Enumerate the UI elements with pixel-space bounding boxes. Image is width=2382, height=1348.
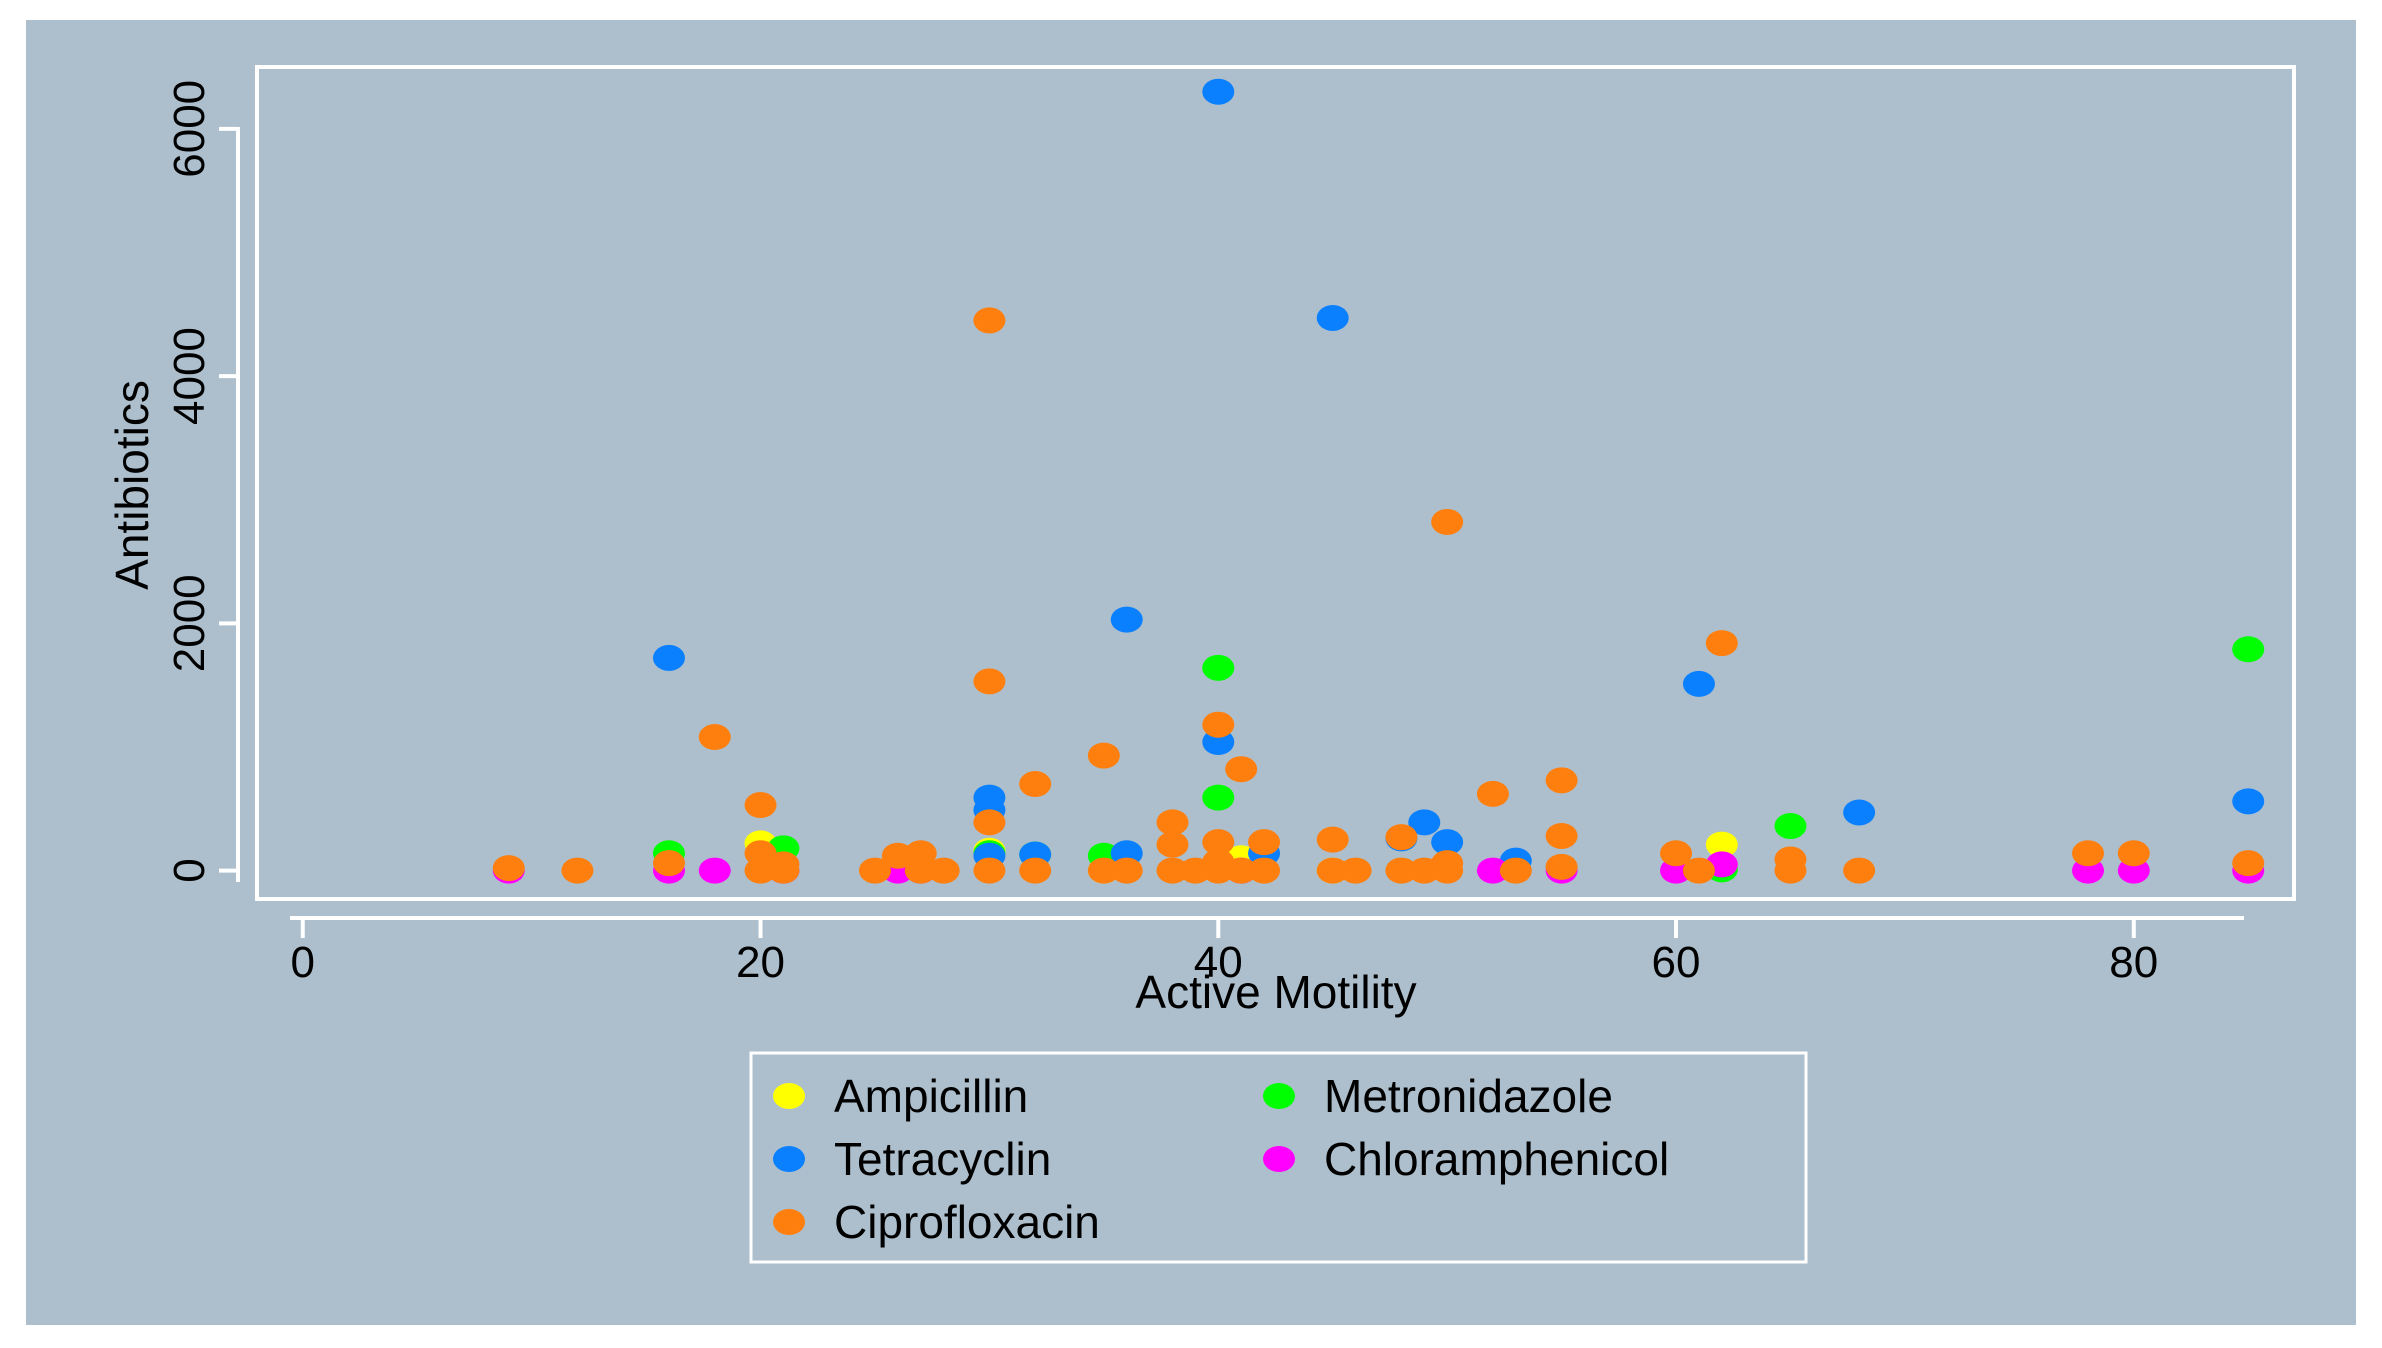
point-ciprofloxacin xyxy=(1705,630,1738,657)
point-ciprofloxacin xyxy=(1248,857,1281,884)
x-tick-label: 60 xyxy=(1652,938,1701,987)
point-ampicillin xyxy=(1705,831,1738,858)
point-ciprofloxacin xyxy=(698,724,731,751)
point-ciprofloxacin xyxy=(1019,771,1052,798)
point-ciprofloxacin xyxy=(1225,857,1258,884)
point-tetracyclin xyxy=(2232,788,2265,815)
point-ciprofloxacin xyxy=(1316,826,1349,853)
point-ciprofloxacin xyxy=(1843,857,1876,884)
point-ciprofloxacin xyxy=(1476,780,1509,807)
point-ciprofloxacin xyxy=(1774,857,1807,884)
point-ciprofloxacin xyxy=(1225,756,1258,783)
point-ciprofloxacin xyxy=(492,855,525,882)
point-ciprofloxacin xyxy=(1545,853,1578,880)
point-ciprofloxacin xyxy=(1660,840,1693,867)
point-metronidazole xyxy=(1202,654,1235,681)
y-tick-label: 4000 xyxy=(165,327,214,425)
legend-label-ciprofloxacin: Ciprofloxacin xyxy=(834,1196,1100,1248)
point-tetracyclin xyxy=(1408,809,1441,836)
y-tick-label: 0 xyxy=(165,858,214,882)
legend-label-chloramphenicol: Chloramphenicol xyxy=(1324,1133,1669,1185)
point-ciprofloxacin xyxy=(973,857,1006,884)
point-ciprofloxacin xyxy=(1156,857,1189,884)
point-tetracyclin xyxy=(1316,304,1349,331)
chart-panel: 0 2000 4000 6000 0 20 40 60 80 Active Motility … xyxy=(26,20,2356,1325)
legend-marker-ampicillin xyxy=(773,1083,805,1109)
point-ciprofloxacin xyxy=(1156,809,1189,836)
point-ciprofloxacin xyxy=(1385,857,1418,884)
legend-label-metronidazole: Metronidazole xyxy=(1324,1070,1613,1122)
point-ciprofloxacin xyxy=(1156,831,1189,858)
legend-frame xyxy=(749,1051,1808,1264)
x-tick-label: 40 xyxy=(1194,938,1243,987)
point-ciprofloxacin xyxy=(973,668,1006,695)
point-ciprofloxacin xyxy=(561,857,594,884)
point-ciprofloxacin xyxy=(744,792,777,819)
x-tick-label: 0 xyxy=(291,938,315,987)
point-ciprofloxacin xyxy=(1202,711,1235,738)
legend-label-ampicillin: Ampicillin xyxy=(834,1070,1028,1122)
point-ciprofloxacin xyxy=(767,857,800,884)
point-ciprofloxacin xyxy=(1385,824,1418,851)
point-chloramphenicol xyxy=(698,857,731,884)
point-metronidazole xyxy=(2232,636,2265,663)
point-ciprofloxacin xyxy=(858,857,891,884)
point-ciprofloxacin xyxy=(1682,857,1715,884)
point-tetracyclin xyxy=(1682,670,1715,697)
point-ciprofloxacin xyxy=(973,307,1006,334)
x-axis-title: Active Motility xyxy=(1135,966,1416,1018)
legend-label-tetracyclin: Tetracyclin xyxy=(834,1133,1051,1185)
point-ciprofloxacin xyxy=(1110,857,1143,884)
point-ciprofloxacin xyxy=(1087,742,1120,769)
y-tick-label: 2000 xyxy=(165,574,214,672)
point-ciprofloxacin xyxy=(2232,850,2265,877)
point-ciprofloxacin xyxy=(2072,840,2105,867)
legend-marker-chloramphenicol xyxy=(1263,1146,1295,1172)
point-tetracyclin xyxy=(1843,799,1876,826)
point-ciprofloxacin xyxy=(1202,829,1235,856)
point-ciprofloxacin xyxy=(2117,840,2150,867)
x-axis-ticks: 0 20 40 60 80 xyxy=(291,918,2158,987)
point-ciprofloxacin xyxy=(1087,857,1120,884)
point-metronidazole xyxy=(1774,813,1807,840)
x-tick-label: 20 xyxy=(736,938,785,987)
point-tetracyclin xyxy=(1431,829,1464,856)
point-ciprofloxacin xyxy=(1545,767,1578,794)
point-ciprofloxacin xyxy=(1431,508,1464,535)
y-tick-label: 6000 xyxy=(165,80,214,178)
legend-marker-tetracyclin xyxy=(773,1146,805,1172)
point-ciprofloxacin xyxy=(973,809,1006,836)
x-tick-label: 80 xyxy=(2109,938,2158,987)
point-ciprofloxacin xyxy=(927,857,960,884)
point-tetracyclin xyxy=(1202,78,1235,105)
point-tetracyclin xyxy=(652,644,685,671)
point-chloramphenicol xyxy=(1476,857,1509,884)
point-ciprofloxacin xyxy=(652,850,685,877)
point-ciprofloxacin xyxy=(1499,857,1532,884)
legend: Ampicillin Tetracyclin Ciprofloxacin Metron… xyxy=(749,1051,1808,1264)
point-ciprofloxacin xyxy=(1316,857,1349,884)
y-axis-ticks: 0 2000 4000 6000 xyxy=(165,80,238,883)
legend-marker-metronidazole xyxy=(1263,1083,1295,1109)
point-ciprofloxacin xyxy=(904,857,937,884)
point-ciprofloxacin xyxy=(1202,857,1235,884)
point-ciprofloxacin xyxy=(1019,857,1052,884)
point-ciprofloxacin xyxy=(1248,829,1281,856)
point-ciprofloxacin xyxy=(1545,822,1578,849)
y-axis-title: Antibiotics xyxy=(106,380,158,590)
data-points xyxy=(492,78,2265,884)
point-tetracyclin xyxy=(1110,606,1143,633)
plot-frame xyxy=(255,65,2296,901)
point-ciprofloxacin xyxy=(1431,857,1464,884)
legend-marker-ciprofloxacin xyxy=(773,1209,805,1235)
point-metronidazole xyxy=(1202,784,1235,811)
point-ciprofloxacin xyxy=(1339,857,1372,884)
